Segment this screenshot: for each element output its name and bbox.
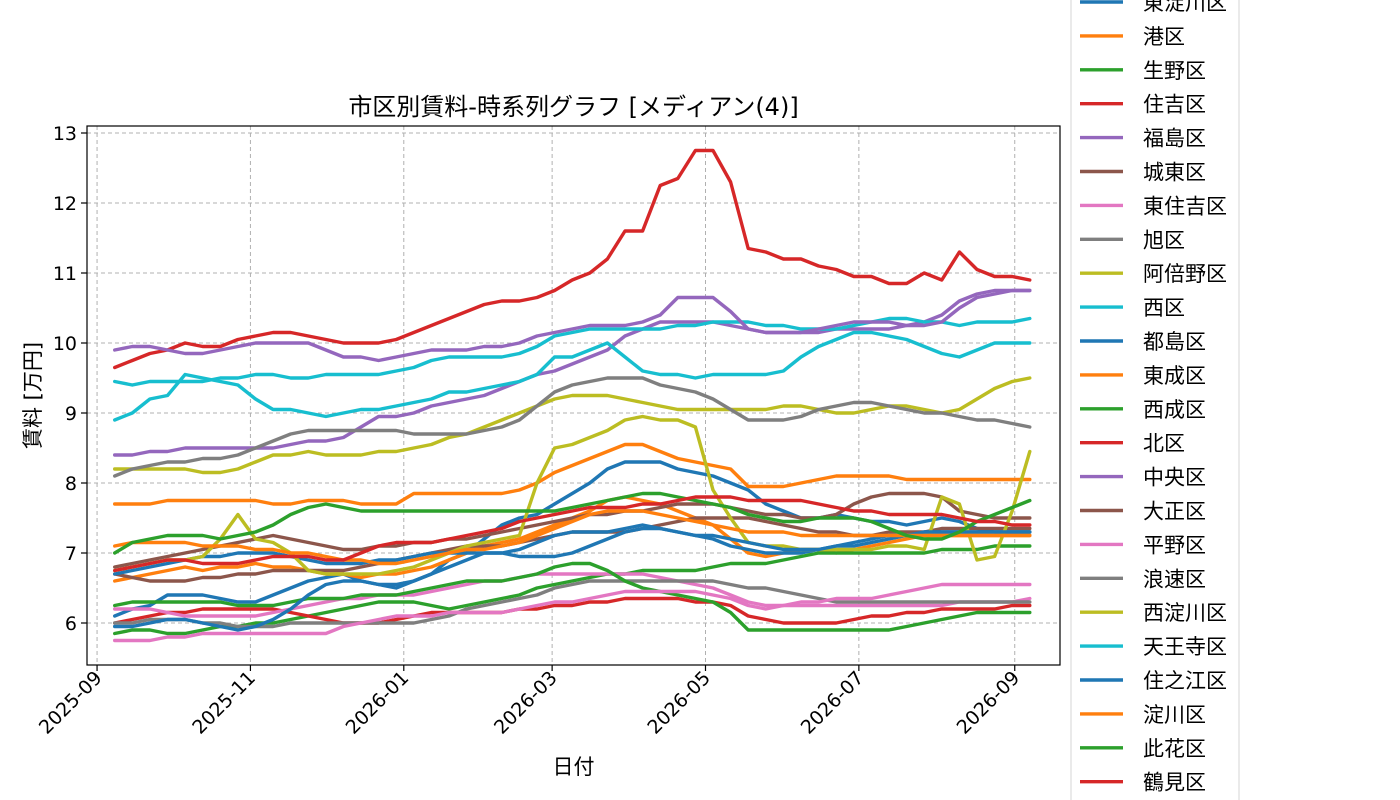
legend-entry: 住之江区 [1143, 669, 1227, 693]
legend-entry: 港区 [1143, 25, 1185, 49]
series-lines [112, 148, 1032, 643]
plot-frame [86, 125, 1061, 666]
legend-entry: 旭区 [1143, 228, 1185, 252]
series-line-11 [112, 526, 1032, 576]
series-line-22 [112, 509, 1032, 566]
legend-entry: 住吉区 [1143, 93, 1206, 117]
series-line-19 [112, 414, 1032, 576]
legend-entry: 生野区 [1143, 59, 1206, 83]
legend: 東淀川区港区生野区住吉区福島区城東区東住吉区旭区阿倍野区西区都島区東成区西成区北… [1070, 0, 1240, 800]
series-line-8 [112, 579, 1032, 629]
series-line-17 [112, 582, 1032, 643]
series-line-20 [112, 330, 1032, 422]
series-line-1 [112, 460, 1032, 618]
series-line-23 [112, 491, 1032, 555]
y-tick-label: 13 [53, 123, 77, 145]
legend-entry: 福島区 [1143, 127, 1206, 151]
legend-entry: 鶴見区 [1143, 771, 1206, 795]
series-line-13 [112, 561, 1032, 632]
legend-entry: 都島区 [1143, 330, 1206, 354]
legend-entry: 東住吉区 [1143, 194, 1227, 218]
y-tick-label: 12 [53, 193, 77, 215]
y-tick-label: 8 [65, 473, 77, 495]
legend-entry: 大正区 [1143, 500, 1206, 524]
series-line-21 [112, 523, 1032, 632]
y-tick-label: 9 [65, 403, 77, 425]
series-line-12 [112, 442, 1032, 506]
chart-title: 市区別賃料-時系列グラフ [メディアン(4)] [348, 93, 798, 121]
y-tick-label: 7 [65, 543, 77, 565]
series-line-15 [112, 288, 1032, 363]
series-line-9 [112, 376, 1032, 475]
series-line-24 [112, 495, 1032, 573]
x-axis-label: 日付 [553, 755, 595, 779]
legend-entry: 阿倍野区 [1143, 262, 1227, 286]
legend-entry: 西区 [1143, 296, 1185, 320]
y-tick-label: 10 [53, 333, 77, 355]
legend-entry: 西成区 [1143, 398, 1206, 422]
legend-box [1070, 0, 1240, 800]
legend-entry: 天王寺区 [1143, 635, 1227, 659]
series-line-4 [112, 596, 1032, 625]
legend-entry: 此花区 [1143, 737, 1206, 761]
legend-entry: 淀川区 [1143, 703, 1206, 727]
series-line-16 [112, 491, 1032, 569]
legend-entry: 東成区 [1143, 364, 1206, 388]
series-line-14 [112, 148, 1032, 370]
y-axis-label: 賃料 [万円] [21, 342, 45, 449]
series-line-5 [112, 288, 1032, 457]
legend-entry: 西淀川区 [1143, 601, 1227, 625]
series-line-7 [112, 572, 1032, 618]
y-tick-label: 6 [65, 613, 77, 635]
legend-entry: 城東区 [1143, 161, 1206, 185]
legend-entry: 北区 [1143, 432, 1185, 456]
legend-entry: 東淀川区 [1143, 0, 1227, 15]
y-tick-label: 11 [53, 263, 77, 285]
legend-entry: 中央区 [1143, 466, 1206, 490]
series-line-18 [112, 376, 1032, 478]
legend-entry: 平野区 [1143, 533, 1206, 557]
legend-entry: 浪速区 [1143, 567, 1206, 591]
